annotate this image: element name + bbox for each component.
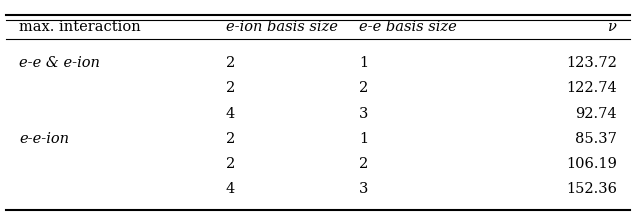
Text: 122.74: 122.74 [566,81,617,95]
Text: 1: 1 [359,56,368,70]
Text: 85.37: 85.37 [575,132,617,146]
Text: e-e basis size: e-e basis size [359,20,457,34]
Text: 152.36: 152.36 [566,182,617,196]
Text: 2: 2 [226,157,235,171]
Text: 92.74: 92.74 [576,107,617,121]
Text: 2: 2 [226,132,235,146]
Text: 1: 1 [359,132,368,146]
Text: 4: 4 [226,182,235,196]
Text: max. interaction: max. interaction [19,20,141,34]
Text: 2: 2 [226,81,235,95]
Text: e-ion basis size: e-ion basis size [226,20,338,34]
Text: 2: 2 [359,81,369,95]
Text: 2: 2 [359,157,369,171]
Text: 123.72: 123.72 [566,56,617,70]
Text: 4: 4 [226,107,235,121]
Text: 3: 3 [359,107,369,121]
Text: 2: 2 [226,56,235,70]
Text: ν: ν [608,20,617,34]
Text: e-e & e-ion: e-e & e-ion [19,56,100,70]
Text: e-e-ion: e-e-ion [19,132,69,146]
Text: 3: 3 [359,182,369,196]
Text: 106.19: 106.19 [566,157,617,171]
